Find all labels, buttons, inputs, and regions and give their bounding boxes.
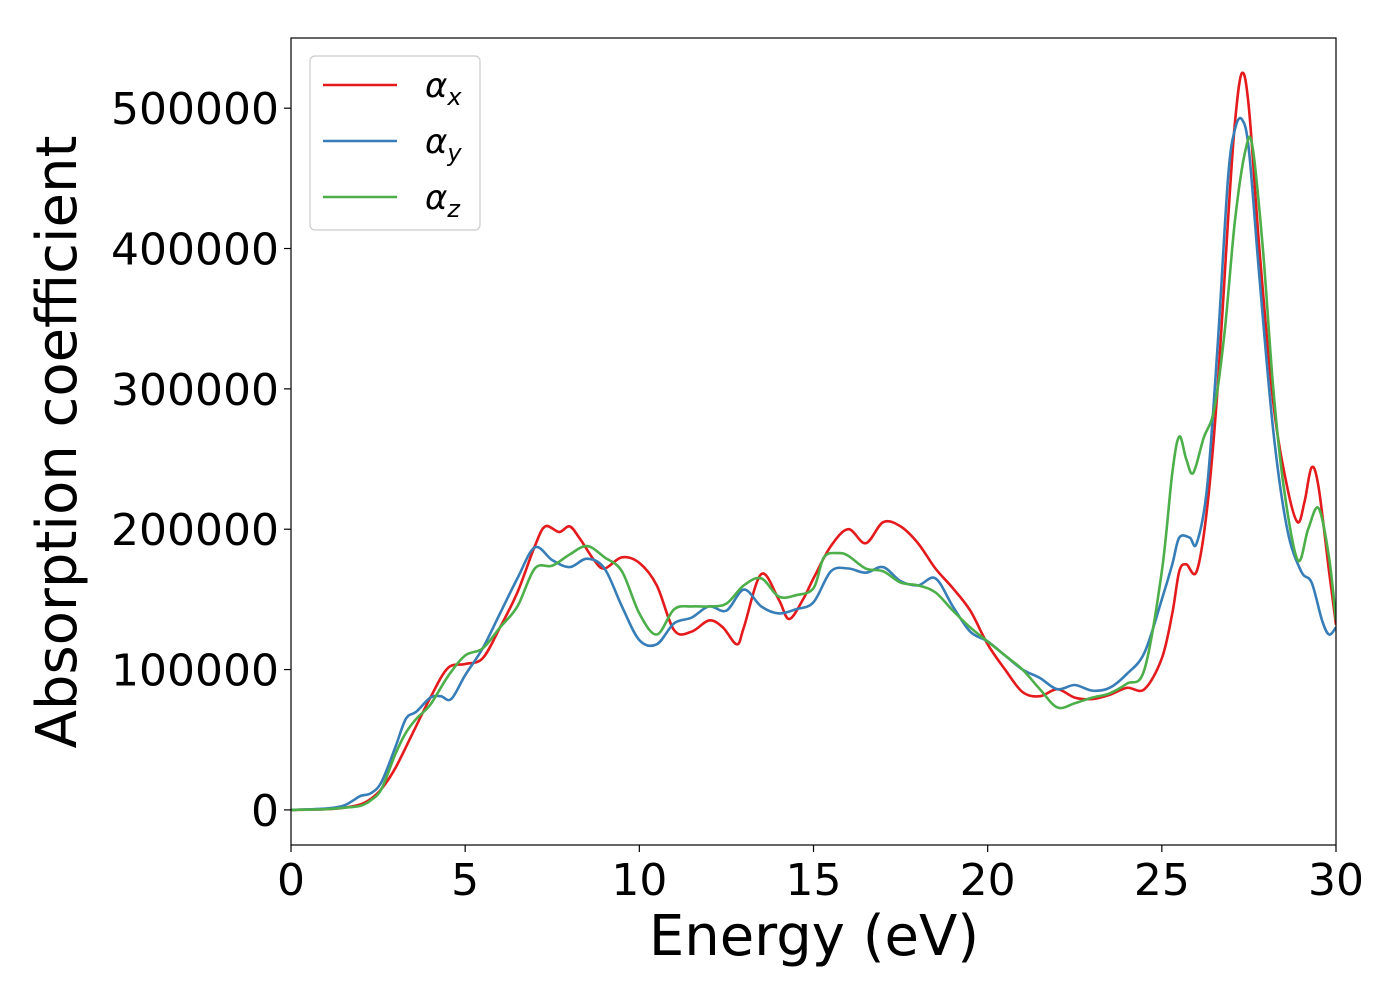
x-axis-title: Energy (eV) [649, 904, 979, 969]
x-tick-label: 0 [277, 855, 305, 906]
y-tick-label: 100000 [111, 646, 279, 697]
y-tick-label: 500000 [111, 84, 279, 135]
legend-label-alpha-z: αz [425, 178, 461, 223]
x-tick-label: 20 [960, 855, 1016, 906]
legend-label-alpha-y: αy [425, 122, 462, 167]
legend-entries: αx αy αz [323, 66, 462, 223]
legend-box [309, 55, 481, 231]
x-tick-label: 25 [1134, 855, 1190, 906]
y-axis-title: Absorption coefficient [25, 136, 90, 749]
x-axis-ticks: 0 5 10 15 20 25 30 [277, 845, 1364, 906]
y-tick-label: 0 [251, 786, 279, 837]
y-axis-ticks: 0 100000 200000 300000 400000 500000 [111, 84, 291, 837]
y-tick-label: 200000 [111, 505, 279, 556]
x-tick-label: 5 [451, 855, 479, 906]
x-tick-label: 30 [1308, 855, 1364, 906]
x-tick-label: 15 [786, 855, 842, 906]
y-tick-label: 300000 [111, 365, 279, 416]
legend: αx αy αz [309, 55, 481, 231]
series-layer [291, 71, 1336, 812]
series-line-alpha-z [291, 135, 1336, 812]
legend-label-alpha-x: αx [425, 66, 462, 111]
y-tick-label: 400000 [111, 225, 279, 276]
x-tick-label: 10 [611, 855, 667, 906]
